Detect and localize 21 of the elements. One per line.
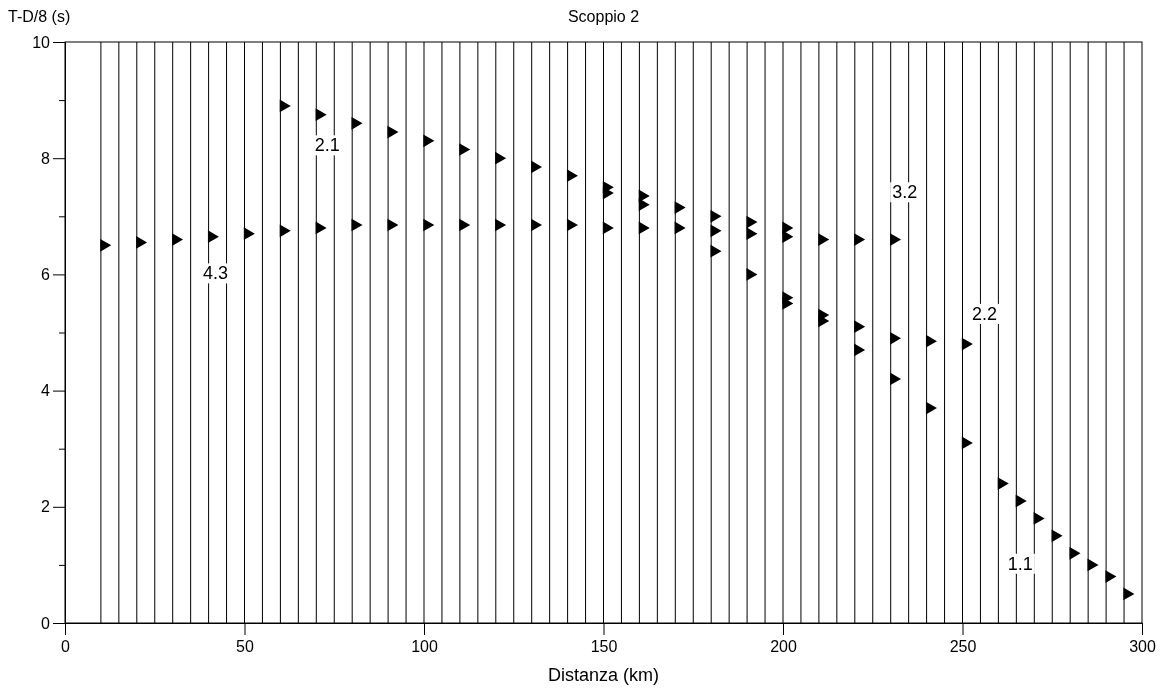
- chart-title: Scoppio 2: [567, 8, 640, 25]
- annotation: 1.1: [1007, 553, 1033, 574]
- x-tick-label: 200: [770, 638, 797, 656]
- y-tick-label: 10: [32, 33, 51, 51]
- x-tick-label: 50: [236, 638, 254, 656]
- x-tick-label: 300: [1129, 638, 1156, 656]
- annotation: 2.1: [314, 135, 340, 156]
- x-tick-label: 250: [949, 638, 977, 656]
- y-tick-label: 0: [41, 614, 51, 632]
- x-axis-title: Distanza (km): [547, 665, 660, 685]
- annotation: 3.2: [892, 182, 918, 203]
- y-tick-label: 2: [41, 498, 51, 516]
- x-tick-label: 100: [411, 638, 438, 656]
- y-tick-label: 4: [41, 382, 51, 400]
- annotation: 4.3: [203, 263, 229, 284]
- x-tick-label: 0: [61, 638, 71, 656]
- x-tick-label: 150: [590, 638, 618, 656]
- y-axis-title: T-D/8 (s): [8, 8, 71, 25]
- y-tick-label: 8: [41, 149, 51, 167]
- y-tick-label: 6: [41, 266, 51, 284]
- annotation: 2.2: [971, 303, 998, 324]
